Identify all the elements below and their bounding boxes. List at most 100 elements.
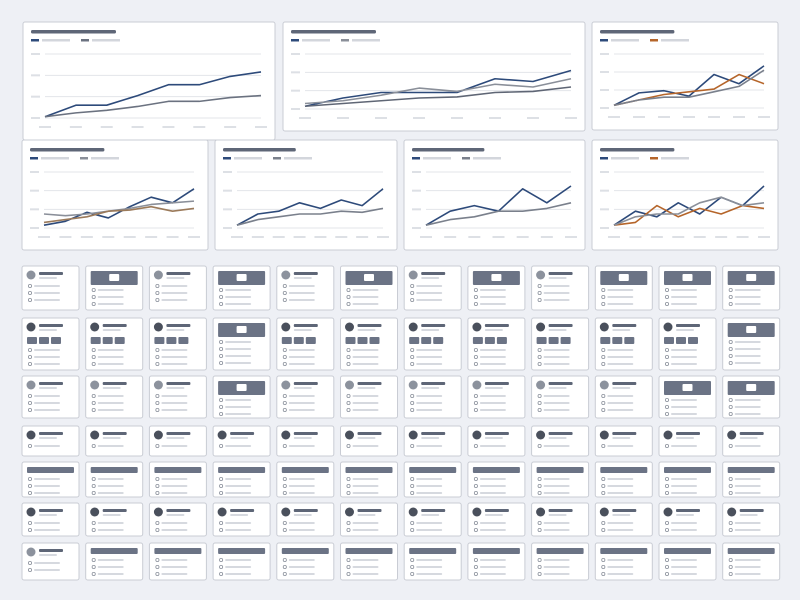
list-placeholder xyxy=(543,395,570,397)
action-button[interactable] xyxy=(51,337,61,344)
card[interactable] xyxy=(148,502,207,537)
card[interactable] xyxy=(467,502,526,537)
banner xyxy=(472,467,520,473)
x-label-placeholder xyxy=(38,236,50,238)
list-dot xyxy=(728,558,733,563)
action-button[interactable] xyxy=(154,337,165,344)
card[interactable] xyxy=(21,425,80,457)
action-button[interactable] xyxy=(612,337,623,344)
name-placeholder xyxy=(421,509,446,512)
list-placeholder xyxy=(97,478,124,480)
action-button[interactable] xyxy=(560,337,571,344)
card[interactable] xyxy=(658,425,717,457)
x-label-placeholder xyxy=(516,236,529,238)
action-button[interactable] xyxy=(102,337,113,344)
avatar xyxy=(90,322,100,332)
list-dot xyxy=(27,528,32,533)
action-button[interactable] xyxy=(472,337,483,344)
list-placeholder xyxy=(671,303,697,305)
list-dot xyxy=(601,558,606,563)
card[interactable] xyxy=(403,502,462,537)
card[interactable] xyxy=(594,425,653,457)
card[interactable] xyxy=(531,502,590,537)
action-button[interactable] xyxy=(369,337,380,344)
avatar xyxy=(217,507,227,517)
action-button[interactable] xyxy=(624,337,635,344)
name-placeholder xyxy=(421,324,446,327)
legend-placeholder xyxy=(92,39,120,42)
action-button[interactable] xyxy=(664,337,674,344)
legend-placeholder xyxy=(661,157,689,160)
card[interactable] xyxy=(340,502,398,537)
action-button[interactable] xyxy=(536,337,547,344)
card[interactable] xyxy=(148,425,207,457)
action-button[interactable] xyxy=(27,337,37,344)
action-button[interactable] xyxy=(305,337,316,344)
list-placeholder xyxy=(734,559,761,561)
action-button[interactable] xyxy=(293,337,304,344)
card[interactable] xyxy=(21,502,80,537)
banner xyxy=(727,467,775,473)
card[interactable] xyxy=(212,502,271,537)
card[interactable] xyxy=(594,502,653,537)
list-placeholder xyxy=(288,485,315,487)
list-dot xyxy=(219,443,224,448)
list-placeholder xyxy=(34,395,60,397)
list-placeholder xyxy=(97,529,124,531)
data-line xyxy=(613,204,765,226)
action-button[interactable] xyxy=(676,337,686,344)
action-button[interactable] xyxy=(433,337,444,344)
card[interactable] xyxy=(531,425,590,457)
avatar xyxy=(599,380,609,390)
action-button[interactable] xyxy=(90,337,101,344)
axis-placeholder xyxy=(600,189,609,192)
card[interactable] xyxy=(276,425,335,457)
list-placeholder xyxy=(671,492,697,494)
data-line xyxy=(425,202,572,226)
axis-placeholder xyxy=(223,227,232,229)
action-button[interactable] xyxy=(114,337,125,344)
card[interactable] xyxy=(340,425,398,457)
action-button[interactable] xyxy=(548,337,559,344)
banner xyxy=(27,467,74,473)
card[interactable] xyxy=(403,425,462,457)
avatar xyxy=(727,430,737,440)
list-dot xyxy=(473,400,478,405)
list-placeholder xyxy=(288,492,315,494)
avatar xyxy=(345,322,354,332)
list-placeholder xyxy=(416,356,443,358)
action-button[interactable] xyxy=(688,337,698,344)
list-placeholder xyxy=(416,566,443,568)
action-button[interactable] xyxy=(496,337,507,344)
list-dot xyxy=(410,354,415,359)
list-dot xyxy=(665,476,670,481)
action-button[interactable] xyxy=(600,337,611,344)
action-button[interactable] xyxy=(421,337,432,344)
list-placeholder xyxy=(288,395,315,397)
card[interactable] xyxy=(276,502,335,537)
action-button[interactable] xyxy=(345,337,356,344)
media-icon xyxy=(236,384,247,391)
list-dot xyxy=(728,404,733,409)
name-placeholder xyxy=(612,382,637,385)
card[interactable] xyxy=(658,502,717,537)
card[interactable] xyxy=(85,425,144,457)
card[interactable] xyxy=(722,502,781,537)
media-icon xyxy=(682,384,693,391)
action-button[interactable] xyxy=(281,337,292,344)
action-button[interactable] xyxy=(178,337,189,344)
card[interactable] xyxy=(212,425,271,457)
card[interactable] xyxy=(85,502,144,537)
card[interactable] xyxy=(722,425,781,457)
action-button[interactable] xyxy=(39,337,49,344)
list-placeholder xyxy=(734,478,761,480)
action-button[interactable] xyxy=(357,337,368,344)
list-placeholder xyxy=(479,573,506,575)
action-button[interactable] xyxy=(166,337,177,344)
list-placeholder xyxy=(734,492,761,494)
action-button[interactable] xyxy=(484,337,495,344)
card[interactable] xyxy=(467,425,526,457)
sub-placeholder xyxy=(421,277,440,279)
action-button[interactable] xyxy=(409,337,420,344)
name-placeholder xyxy=(166,382,191,385)
